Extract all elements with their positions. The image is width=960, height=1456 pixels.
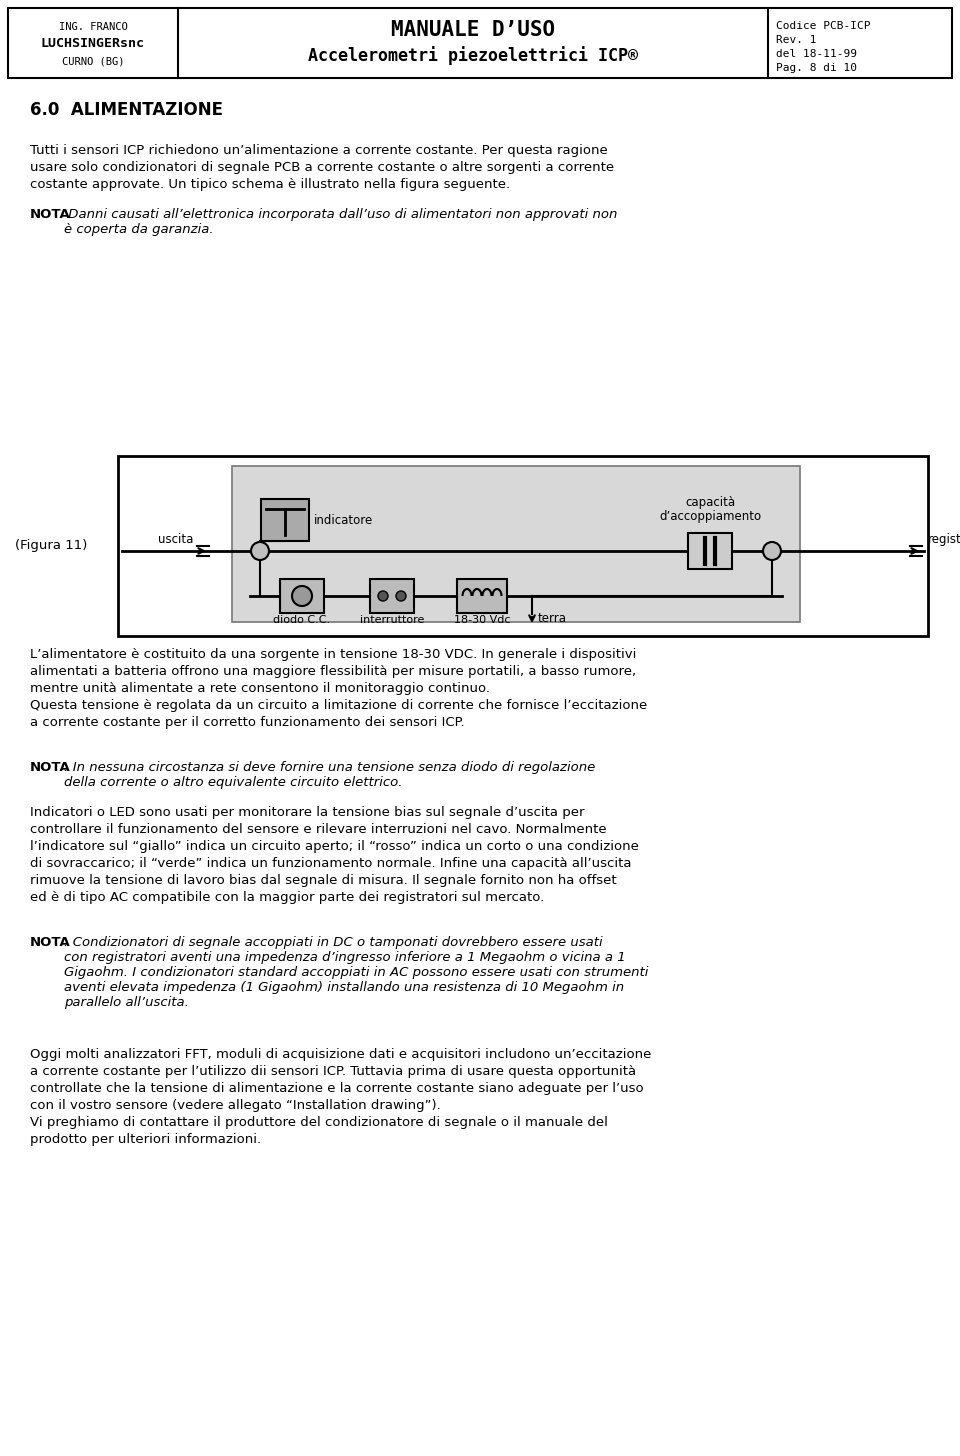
Text: d’accoppiamento: d’accoppiamento: [659, 510, 761, 523]
Bar: [280, 579, 324, 613]
Bar: [8, 7, 952, 79]
Text: diodo C.C.: diodo C.C.: [274, 614, 330, 625]
Bar: [370, 579, 414, 613]
Circle shape: [763, 542, 781, 561]
Bar: [457, 579, 507, 613]
Text: Oggi molti analizzatori FFT, moduli di acquisizione dati e acquisitori includono: Oggi molti analizzatori FFT, moduli di a…: [30, 1048, 652, 1146]
Text: terra: terra: [538, 612, 567, 625]
Text: NOTA: NOTA: [30, 208, 71, 221]
Text: NOTA: NOTA: [30, 761, 71, 775]
Text: LUCHSINGERsnc: LUCHSINGERsnc: [41, 36, 145, 50]
Bar: [688, 533, 732, 569]
Text: 6.0  ALIMENTAZIONE: 6.0 ALIMENTAZIONE: [30, 100, 223, 119]
Text: : In nessuna circostanza si deve fornire una tensione senza diodo di regolazione: : In nessuna circostanza si deve fornire…: [64, 761, 595, 789]
Text: uscita: uscita: [157, 533, 193, 546]
Text: : Condizionatori di segnale accoppiati in DC o tamponati dovrebbero essere usati: : Condizionatori di segnale accoppiati i…: [64, 936, 648, 1009]
Text: Danni causati all’elettronica incorporata dall’uso di alimentatori non approvati: Danni causati all’elettronica incorporat…: [64, 208, 617, 236]
Text: ING. FRANCO: ING. FRANCO: [59, 22, 128, 32]
Text: NOTA: NOTA: [30, 936, 71, 949]
Text: Indicatori o LED sono usati per monitorare la tensione bias sul segnale d’uscita: Indicatori o LED sono usati per monitora…: [30, 807, 638, 904]
Text: del 18-11-99: del 18-11-99: [776, 50, 857, 60]
Text: Accelerometri piezoelettrici ICP®: Accelerometri piezoelettrici ICP®: [308, 47, 638, 66]
Circle shape: [292, 585, 312, 606]
Bar: [118, 456, 928, 636]
Text: Rev. 1: Rev. 1: [776, 35, 817, 45]
Text: registratore: registratore: [928, 533, 960, 546]
Text: indicatore: indicatore: [314, 514, 373, 527]
Text: Tutti i sensori ICP richiedono un’alimentazione a corrente costante. Per questa : Tutti i sensori ICP richiedono un’alimen…: [30, 144, 614, 191]
Text: interruttore: interruttore: [360, 614, 424, 625]
Text: Codice PCB-ICP: Codice PCB-ICP: [776, 20, 871, 31]
Text: (Figura 11): (Figura 11): [15, 540, 87, 552]
Text: capacità: capacità: [684, 496, 735, 510]
Circle shape: [396, 591, 406, 601]
Text: 18-30 Vdc: 18-30 Vdc: [454, 614, 511, 625]
Text: L’alimentatore è costituito da una sorgente in tensione 18-30 VDC. In generale i: L’alimentatore è costituito da una sorge…: [30, 648, 647, 729]
Bar: [261, 499, 309, 542]
Text: CURNO (BG): CURNO (BG): [61, 57, 124, 67]
Text: MANUALE D’USO: MANUALE D’USO: [391, 20, 555, 39]
Text: Pag. 8 di 10: Pag. 8 di 10: [776, 63, 857, 73]
Circle shape: [251, 542, 269, 561]
Bar: [232, 466, 800, 622]
Circle shape: [378, 591, 388, 601]
